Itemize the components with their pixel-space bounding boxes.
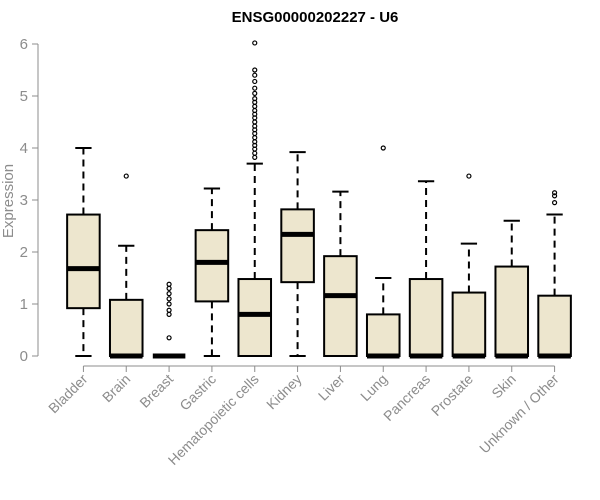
box-iqr: [365, 313, 401, 357]
box-iqr: [280, 208, 315, 284]
outlier-point: [252, 119, 258, 125]
boxplot-series: [66, 40, 572, 359]
y-tick-label: 6: [20, 36, 28, 53]
outlier-point: [166, 291, 172, 297]
outlier-point: [466, 173, 472, 179]
outlier-point: [252, 107, 258, 114]
box-lung: [365, 145, 401, 359]
outlier-point: [252, 123, 258, 129]
x-tick-label: Prostate: [428, 371, 476, 419]
box-skin: [494, 219, 530, 359]
outlier-point: [252, 90, 258, 97]
x-tick-label: Kidney: [263, 371, 305, 413]
box-iqr: [408, 278, 444, 358]
x-tick-label: Liver: [315, 371, 348, 404]
x-tick-label: Gastric: [176, 371, 219, 414]
box-iqr: [237, 278, 273, 358]
outlier-point: [252, 67, 258, 73]
box-iqr: [537, 294, 572, 357]
outlier-point: [551, 200, 558, 206]
outlier-point: [166, 285, 172, 291]
box-breast: [152, 281, 186, 359]
outlier-point: [551, 193, 558, 199]
chart-title: ENSG00000202227 - U6: [232, 9, 399, 26]
outlier-point: [166, 301, 172, 307]
outlier-point: [166, 311, 172, 317]
box-iqr: [323, 255, 358, 357]
box-iqr: [108, 298, 144, 357]
box-iqr: [494, 265, 530, 357]
outlier-point: [252, 85, 258, 91]
box-iqr: [194, 229, 230, 303]
x-tick-label: Skin: [488, 371, 519, 402]
outlier-point: [252, 103, 258, 110]
y-tick-label: 4: [20, 140, 28, 157]
outlier-point: [252, 154, 258, 160]
outlier-point: [252, 78, 258, 85]
y-tick-label: 3: [20, 192, 28, 209]
box-hematopoietic-cells: [237, 40, 273, 358]
x-tick-label: Bladder: [45, 371, 91, 417]
box-unknown-other: [537, 190, 572, 359]
box-brain: [108, 173, 144, 359]
outlier-point: [252, 135, 258, 141]
y-tick-label: 2: [20, 244, 28, 261]
x-tick-label: Breast: [136, 371, 176, 411]
outlier-point: [123, 173, 129, 179]
box-iqr: [451, 291, 487, 357]
x-tick-label: Pancreas: [380, 371, 433, 424]
outlier-point: [166, 335, 172, 341]
box-prostate: [451, 173, 487, 359]
y-tick-label: 5: [20, 88, 28, 105]
y-axis: 0 1 2 3 4 5 6: [20, 36, 39, 365]
box-bladder: [66, 147, 101, 357]
box-liver: [323, 190, 358, 357]
x-tick-label: Lung: [357, 371, 390, 404]
x-tick-label: Unknown / Other: [476, 371, 562, 457]
box-iqr: [66, 213, 101, 310]
outlier-point: [551, 190, 558, 196]
outlier-point: [380, 145, 386, 151]
box-kidney: [280, 151, 315, 357]
outlier-point: [166, 296, 172, 302]
y-axis-label: Expression: [0, 164, 17, 238]
x-tick-label: Brain: [99, 371, 133, 405]
outlier-point: [166, 307, 172, 313]
outlier-point: [252, 150, 258, 156]
y-tick-label: 1: [20, 296, 28, 313]
outlier-point: [252, 40, 258, 46]
outlier-point: [252, 72, 258, 78]
box-gastric: [194, 187, 230, 357]
outlier-point: [252, 95, 258, 102]
outlier-point: [166, 281, 172, 287]
box-pancreas: [408, 180, 444, 359]
y-tick-label: 0: [20, 348, 28, 365]
